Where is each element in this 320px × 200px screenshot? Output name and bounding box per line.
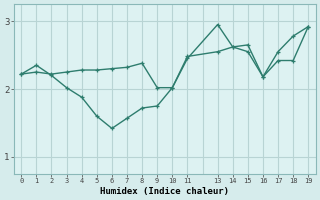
X-axis label: Humidex (Indice chaleur): Humidex (Indice chaleur): [100, 187, 229, 196]
